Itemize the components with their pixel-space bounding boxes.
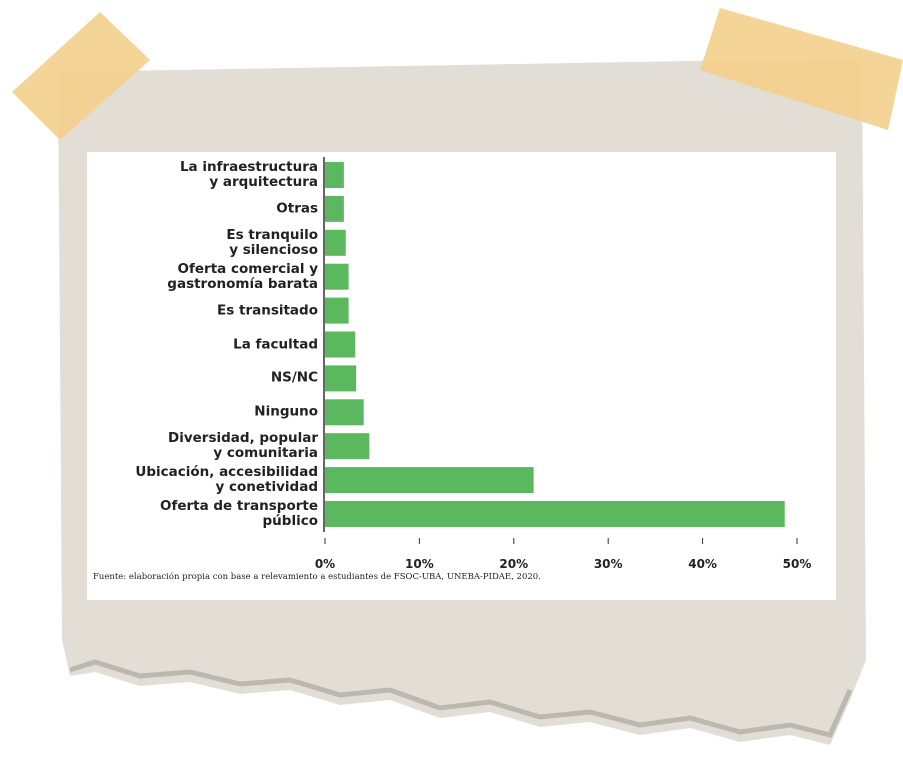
- bar: [325, 195, 344, 222]
- tape-right: [700, 8, 903, 130]
- x-tick-label: 50%: [783, 557, 812, 571]
- x-tick-label: 20%: [499, 557, 528, 571]
- bar: [325, 297, 349, 324]
- bar: [325, 433, 370, 460]
- tape-left: [12, 12, 150, 140]
- x-tick-label: 30%: [594, 557, 623, 571]
- category-label: Ninguno: [254, 403, 318, 420]
- category-label: Es tranquilo y silencioso: [226, 226, 318, 258]
- category-label: La infraestructura y arquitectura: [179, 159, 318, 190]
- x-tick-label: 0%: [315, 557, 335, 571]
- bar: [325, 162, 344, 188]
- category-label: Ubicación, accesibilidad y conetividad: [135, 464, 318, 496]
- category-label: NS/NC: [270, 369, 318, 386]
- category-label: Es transitado: [217, 302, 318, 319]
- x-tick-label: 40%: [688, 557, 717, 571]
- paper-torn-edge: [69, 659, 853, 738]
- plot: 0% 10% 20% 30% 40% 50%: [315, 157, 812, 571]
- bar: [325, 229, 346, 256]
- bar: [325, 331, 356, 358]
- bar: [325, 501, 785, 527]
- x-tick-label: 10%: [405, 557, 434, 571]
- bar: [325, 399, 364, 426]
- chart-panel: [87, 152, 836, 600]
- category-label: Oferta comercial y gastronomía barata: [167, 260, 318, 292]
- bar: [325, 365, 357, 392]
- bar: [325, 467, 534, 494]
- source-note: Fuente: elaboración propia con base a re…: [93, 572, 541, 582]
- category-label: Otras: [276, 200, 318, 217]
- category-label: Oferta de transporte público: [159, 498, 318, 529]
- bar: [325, 263, 349, 290]
- category-label: La facultad: [233, 336, 318, 352]
- category-label: Diversidad, popular y comunitaria: [168, 430, 318, 462]
